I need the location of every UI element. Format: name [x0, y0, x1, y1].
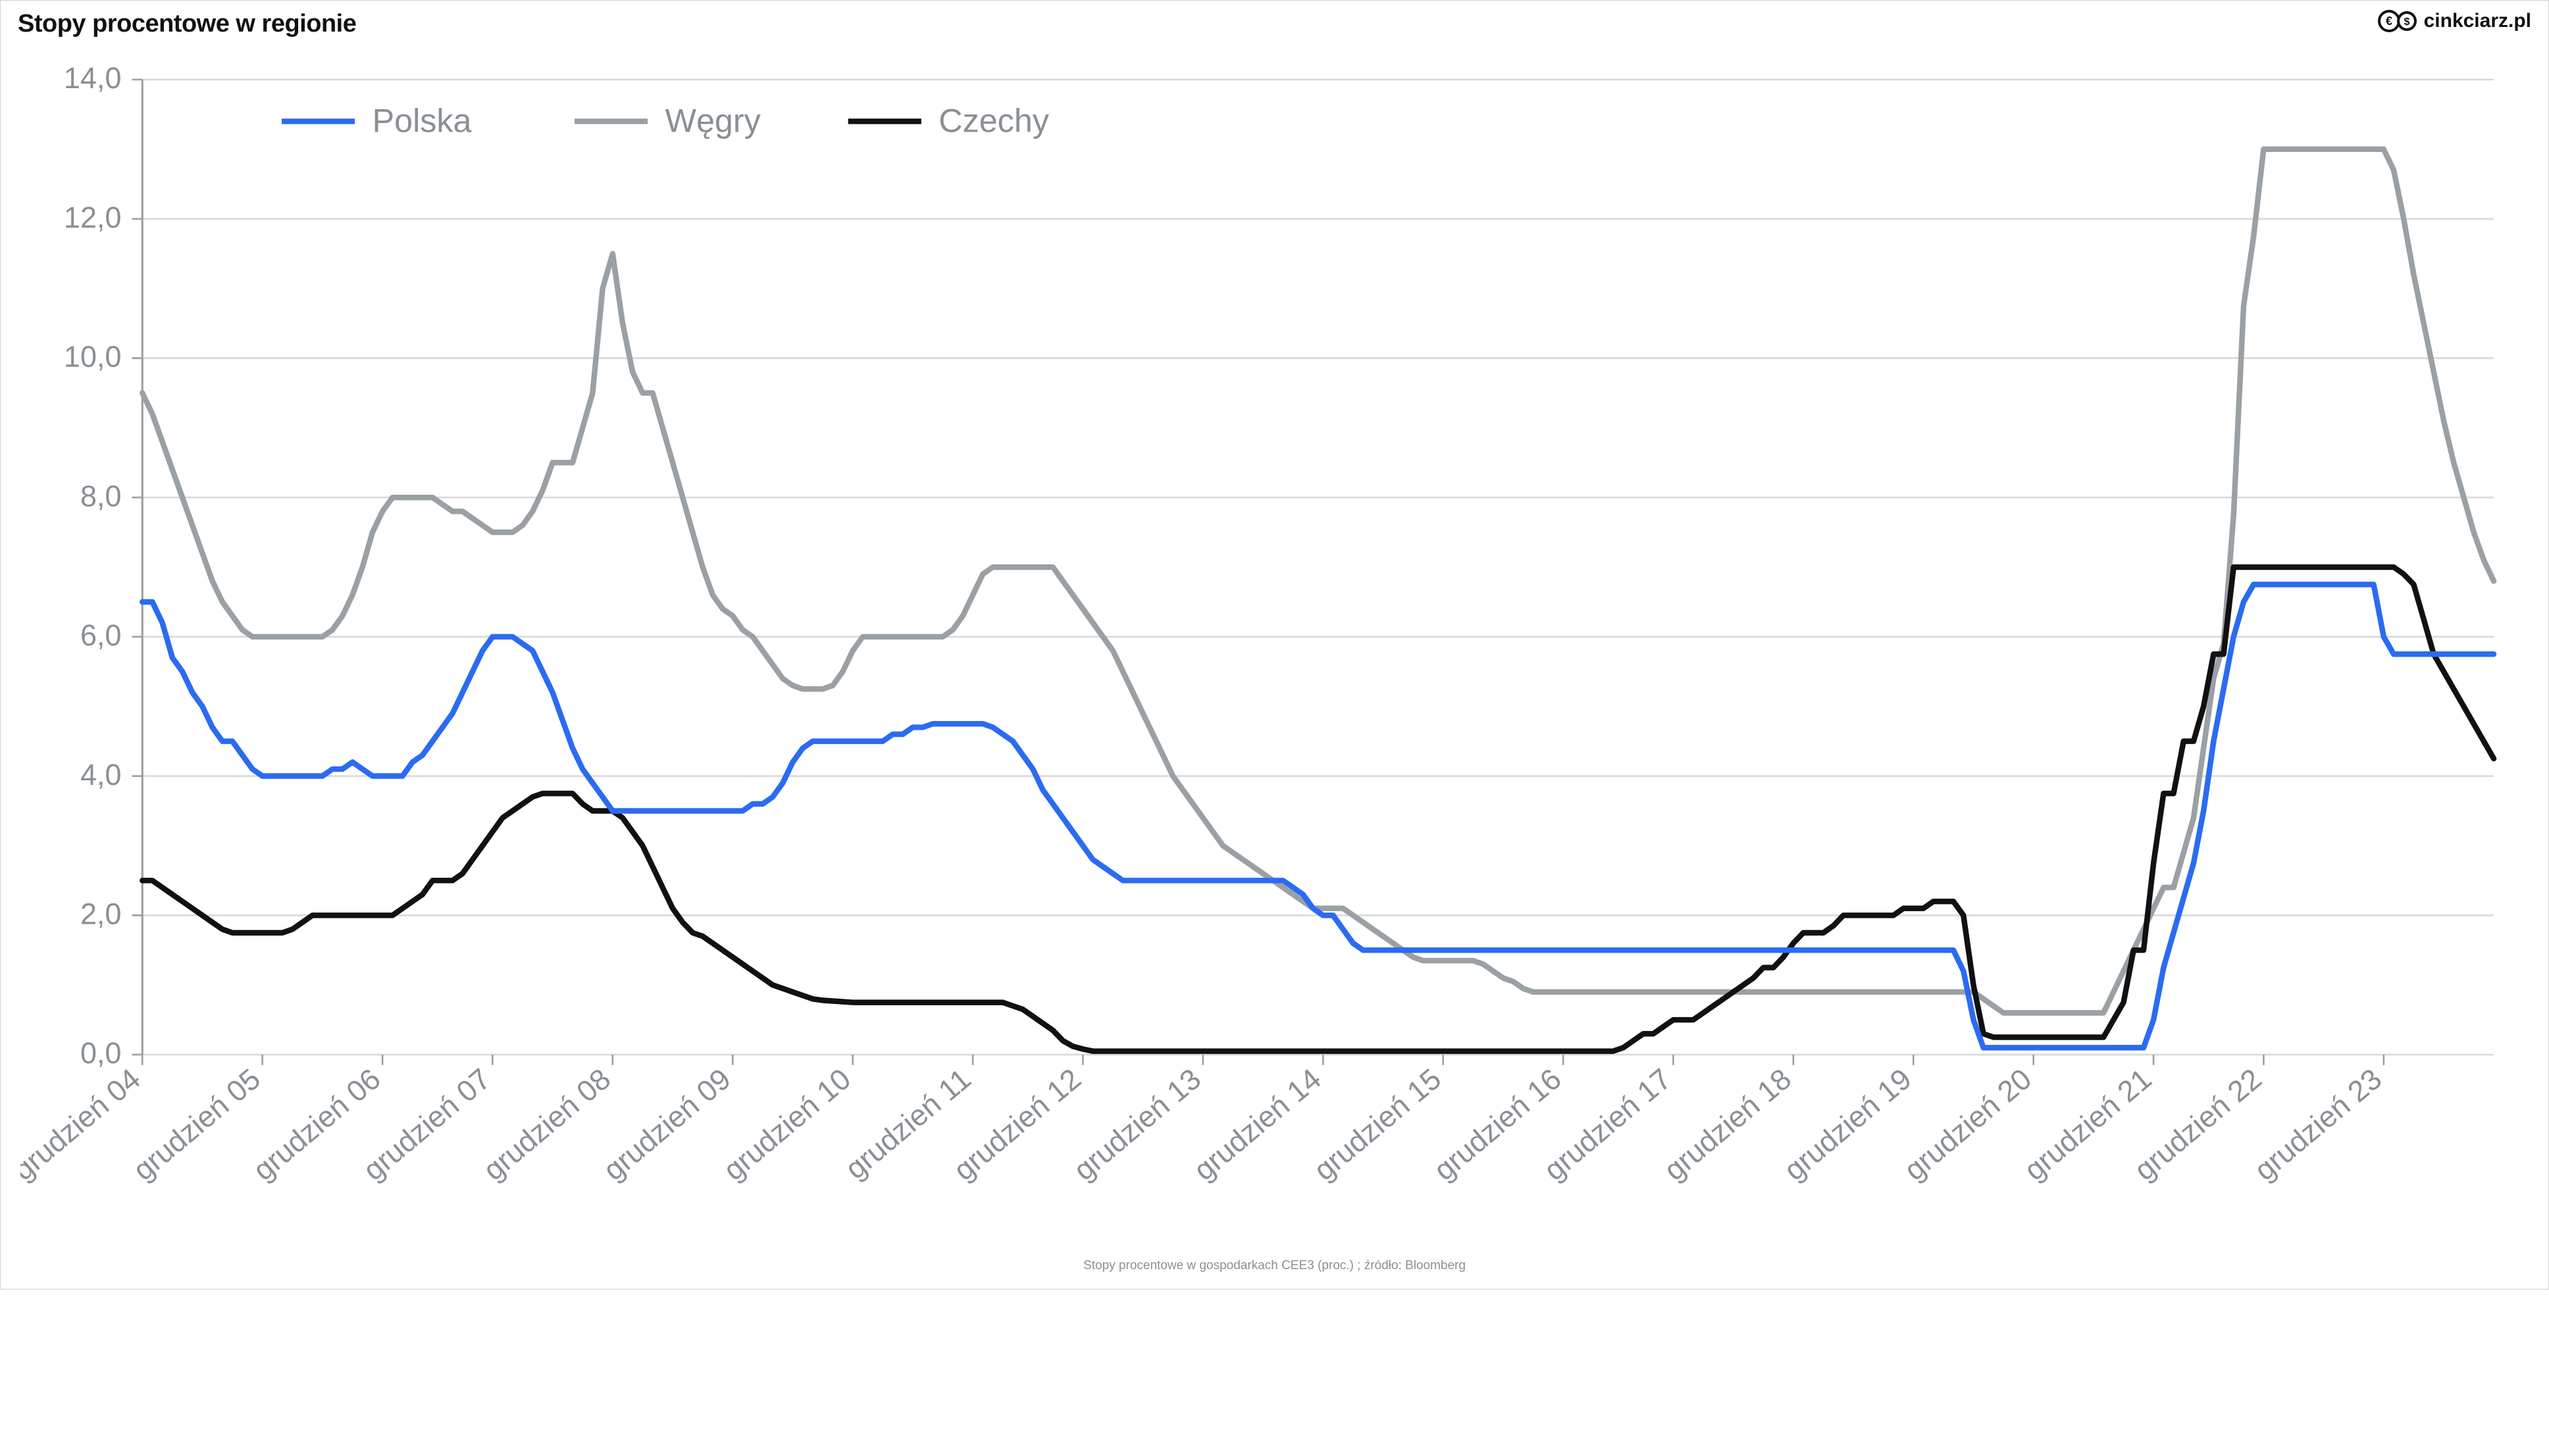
header: Stopy procentowe w regionie € $ cinkciar… [1, 1, 2548, 38]
chart-caption: Stopy procentowe w gospodarkach CEE3 (pr… [1, 1252, 2548, 1289]
svg-text:grudzień 13: grudzień 13 [1067, 1062, 1207, 1187]
svg-text:6,0: 6,0 [80, 618, 122, 652]
svg-text:grudzień 09: grudzień 09 [597, 1062, 737, 1187]
svg-text:grudzień 23: grudzień 23 [2248, 1062, 2388, 1187]
svg-text:0,0: 0,0 [80, 1036, 122, 1070]
svg-text:$: $ [2404, 16, 2409, 28]
svg-text:grudzień 04: grudzień 04 [20, 1062, 147, 1187]
legend-label-polska: Polska [373, 101, 472, 139]
svg-text:grudzień 15: grudzień 15 [1307, 1062, 1447, 1187]
chart-frame: Stopy procentowe w regionie € $ cinkciar… [0, 0, 2549, 1290]
legend-label-czechy: Czechy [939, 101, 1049, 139]
line-chart: 0,02,04,06,08,010,012,014,0grudzień 04gr… [20, 45, 2529, 1246]
legend-label-wegry: Węgry [665, 101, 761, 139]
chart-title: Stopy procentowe w regionie [18, 10, 356, 38]
svg-text:2,0: 2,0 [80, 897, 122, 930]
brand-logo: € $ cinkciarz.pl [2378, 10, 2531, 32]
chart-area: 0,02,04,06,08,010,012,014,0grudzień 04gr… [1, 38, 2548, 1252]
svg-text:4,0: 4,0 [80, 758, 122, 791]
svg-text:grudzień 05: grudzień 05 [126, 1062, 267, 1187]
brand-text: cinkciarz.pl [2424, 10, 2531, 32]
svg-text:14,0: 14,0 [64, 61, 122, 95]
svg-text:grudzień 18: grudzień 18 [1657, 1062, 1797, 1187]
svg-text:grudzień 10: grudzień 10 [717, 1062, 857, 1187]
series-czechy [142, 567, 2494, 1051]
svg-text:8,0: 8,0 [80, 479, 122, 513]
series-polska [142, 584, 2494, 1047]
svg-text:grudzień 08: grudzień 08 [476, 1062, 617, 1187]
svg-text:grudzień 20: grudzień 20 [1897, 1062, 2038, 1187]
svg-text:12,0: 12,0 [64, 201, 122, 234]
brand-coins-icon: € $ [2378, 10, 2420, 32]
svg-text:€: € [2386, 14, 2392, 28]
svg-text:grudzień 14: grudzień 14 [1187, 1062, 1327, 1187]
series-wegry [142, 149, 2494, 1013]
svg-text:grudzień 19: grudzień 19 [1778, 1062, 1918, 1187]
svg-text:10,0: 10,0 [64, 340, 122, 374]
